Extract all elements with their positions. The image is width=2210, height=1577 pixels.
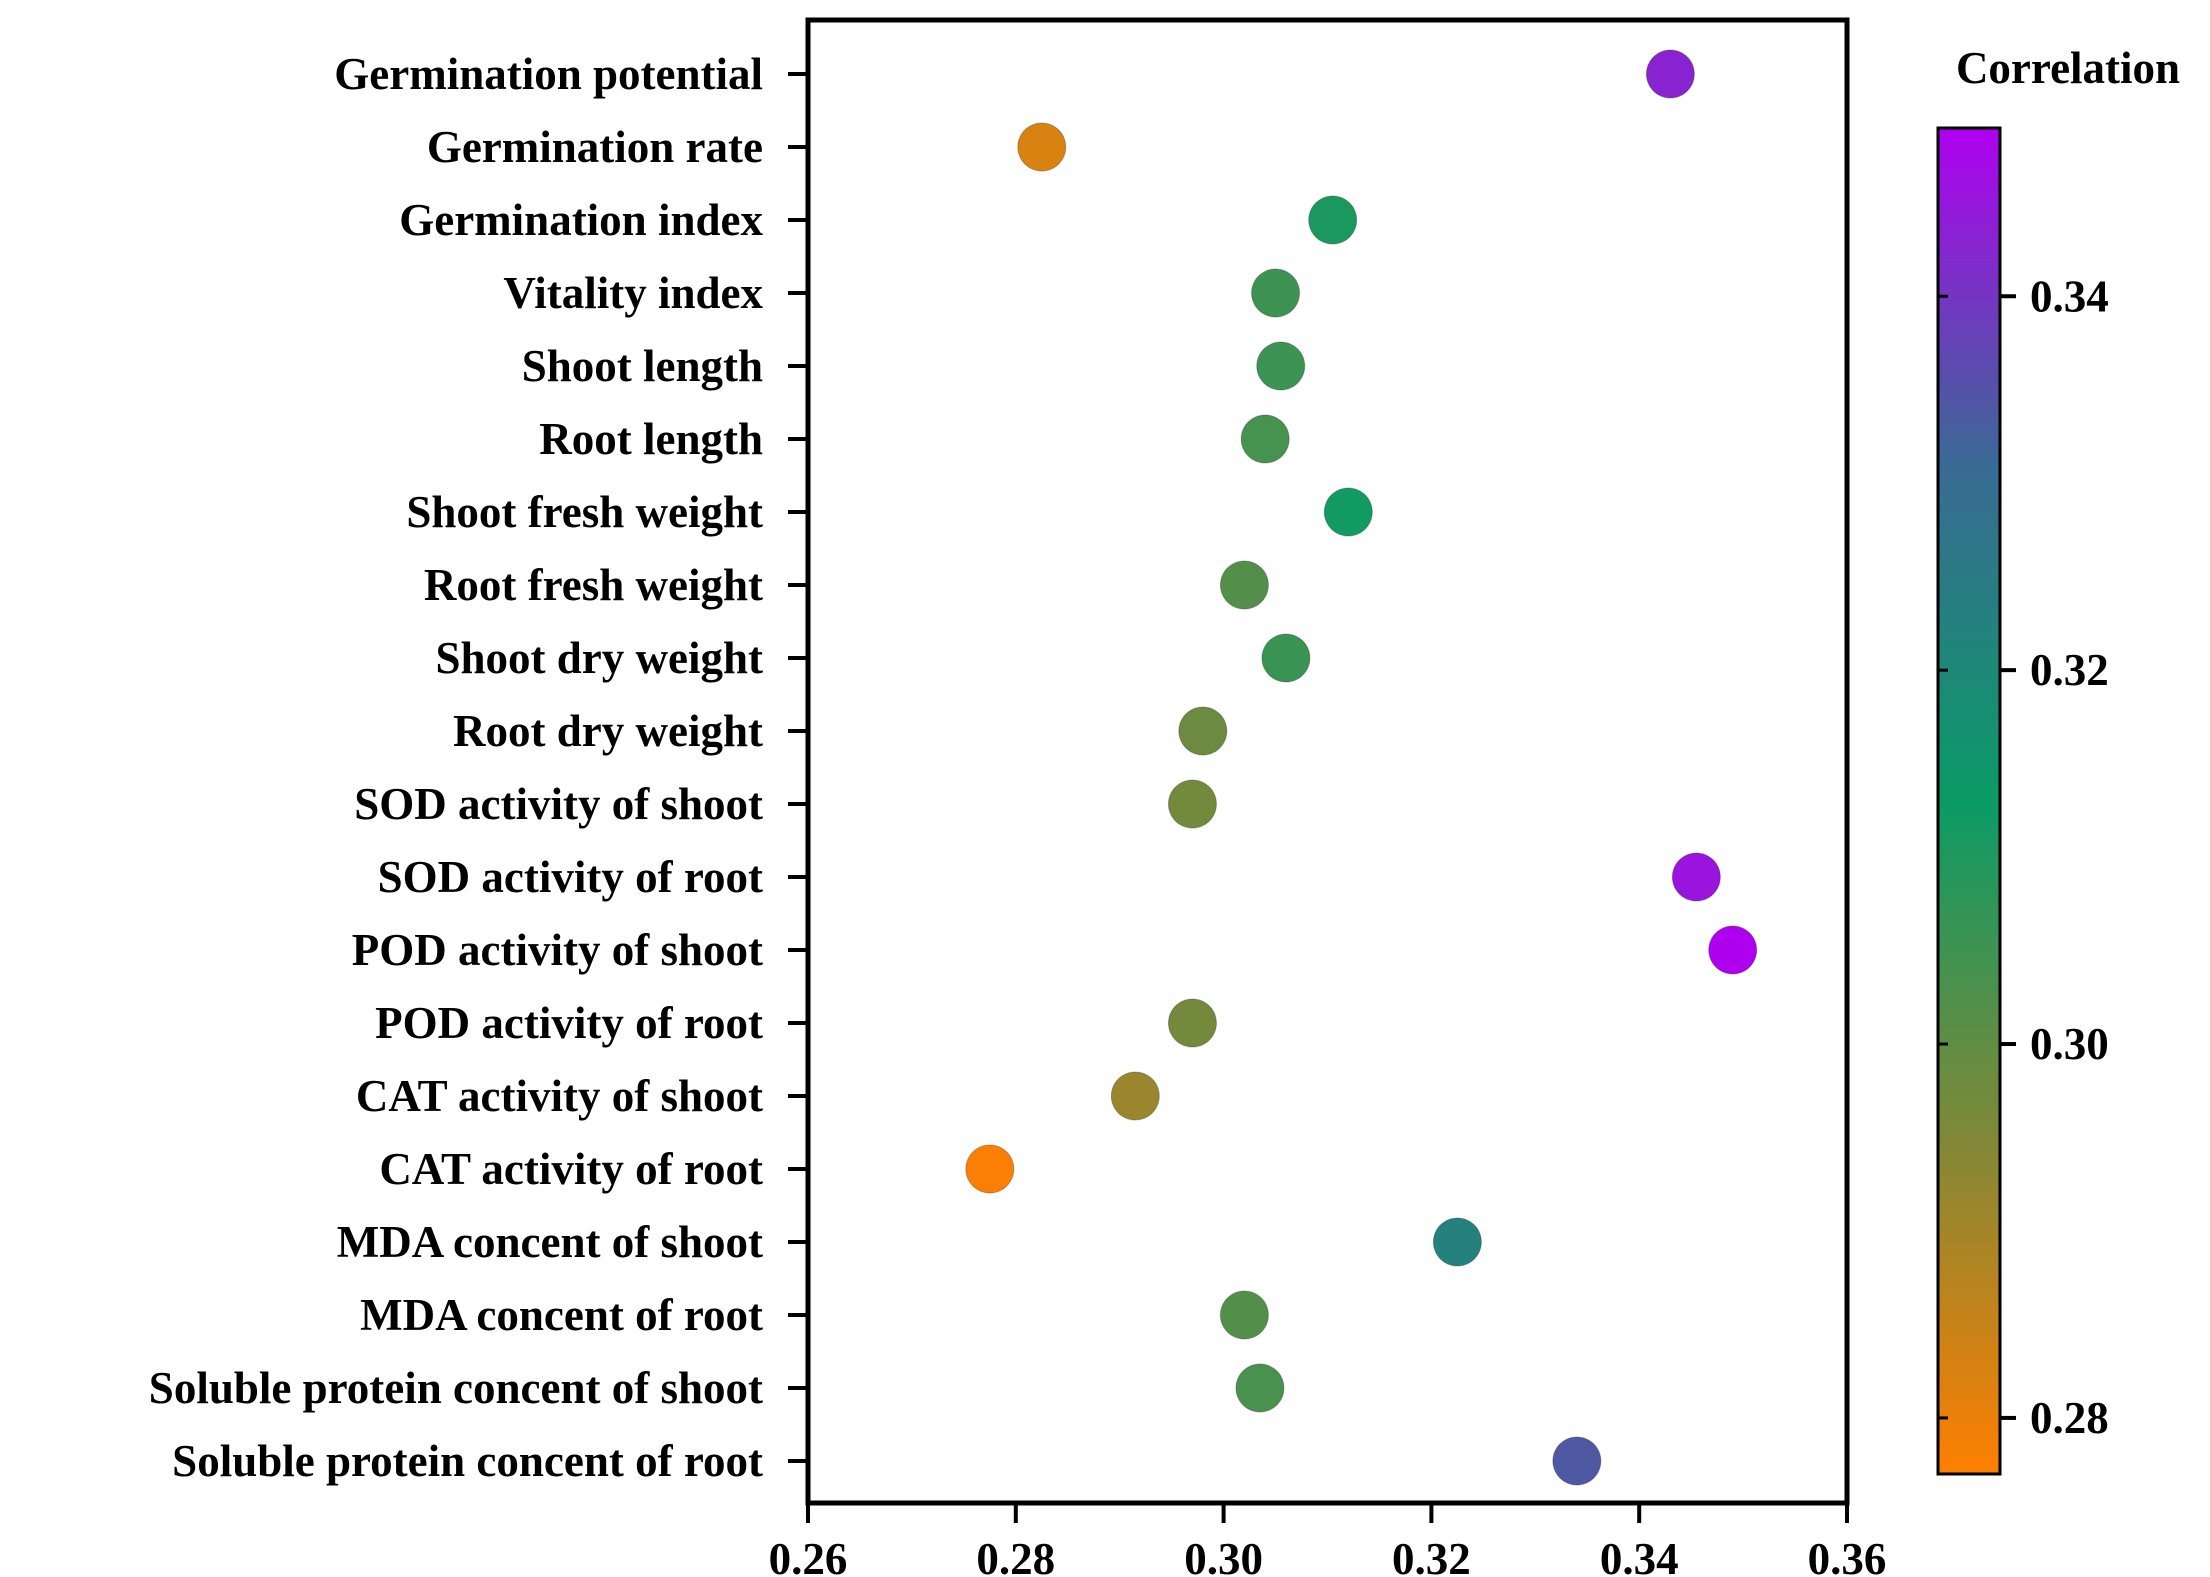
x-tick-label: 0.36 (1808, 1534, 1887, 1577)
data-point-vitality-index (1251, 268, 1301, 318)
category-label-mda-concent-of-root: MDA concent of root (360, 1290, 763, 1340)
colorbar-title: Correlation (1956, 43, 2180, 93)
x-tick-label: 0.28 (976, 1534, 1055, 1577)
colorbar-tick-label: 0.34 (2030, 271, 2109, 321)
x-tick-label: 0.30 (1184, 1534, 1263, 1577)
data-point-mda-concent-of-root (1219, 1290, 1269, 1340)
data-point-soluble-protein-concent-of-shoot (1235, 1363, 1285, 1413)
colorbar-tick-label: 0.28 (2030, 1393, 2109, 1443)
category-label-root-length: Root length (539, 414, 763, 464)
data-point-germination-index (1308, 195, 1358, 245)
category-label-sod-activity-of-root: SOD activity of root (378, 852, 763, 902)
category-label-germination-index: Germination index (399, 195, 763, 245)
category-label-vitality-index: Vitality index (503, 268, 763, 318)
category-label-germination-rate: Germination rate (427, 122, 763, 172)
data-point-shoot-fresh-weight (1323, 487, 1373, 537)
data-point-root-fresh-weight (1219, 560, 1269, 610)
y-axis-ticks (788, 72, 808, 1463)
colorbar-gradient (1936, 126, 2002, 1476)
category-label-soluble-protein-concent-of-root: Soluble protein concent of root (172, 1436, 763, 1486)
data-point-mda-concent-of-shoot (1432, 1217, 1482, 1267)
category-label-shoot-length: Shoot length (522, 341, 763, 391)
category-label-mda-concent-of-shoot: MDA concent of shoot (337, 1217, 763, 1267)
category-label-shoot-fresh-weight: Shoot fresh weight (406, 487, 763, 537)
data-point-pod-activity-of-root (1167, 998, 1217, 1048)
category-label-root-dry-weight: Root dry weight (453, 706, 763, 756)
category-label-cat-activity-of-shoot: CAT activity of shoot (356, 1071, 763, 1121)
category-label-germination-potential: Germination potential (334, 49, 763, 99)
category-label-root-fresh-weight: Root fresh weight (424, 560, 763, 610)
x-tick-label: 0.32 (1392, 1534, 1471, 1577)
colorbar-ticks: 0.28 0.30 0.32 0.34 (1938, 271, 2109, 1443)
data-point-germination-rate (1017, 122, 1067, 172)
data-point-shoot-length (1256, 341, 1306, 391)
data-points (965, 49, 1758, 1486)
colorbar-tick-label: 0.32 (2030, 645, 2109, 695)
category-labels: Germination potential Germination rate Ger… (149, 49, 764, 1486)
colorbar: Correlation 0.28 0.30 0.32 0.34 (1936, 43, 2180, 1476)
data-point-shoot-dry-weight (1261, 633, 1311, 683)
data-point-pod-activity-of-shoot (1708, 925, 1758, 975)
data-point-root-dry-weight (1178, 706, 1228, 756)
x-tick-label: 0.34 (1600, 1534, 1679, 1577)
colorbar-tick-label: 0.30 (2030, 1019, 2109, 1069)
data-point-soluble-protein-concent-of-root (1552, 1436, 1602, 1486)
plot-frame (805, 17, 1850, 1506)
data-point-sod-activity-of-root (1671, 852, 1721, 902)
x-axis-ticks (806, 1503, 1849, 1523)
category-label-cat-activity-of-root: CAT activity of root (379, 1144, 763, 1194)
x-tick-label: 0.26 (769, 1534, 848, 1577)
category-label-pod-activity-of-root: POD activity of root (375, 998, 763, 1048)
category-label-pod-activity-of-shoot: POD activity of shoot (352, 925, 763, 975)
category-label-shoot-dry-weight: Shoot dry weight (435, 633, 763, 683)
x-axis-tick-labels: 0.26 0.28 0.30 0.32 0.34 0.36 (769, 1534, 1887, 1577)
data-point-root-length (1240, 414, 1290, 464)
data-point-sod-activity-of-shoot (1167, 779, 1217, 829)
category-label-sod-activity-of-shoot: SOD activity of shoot (354, 779, 763, 829)
data-point-germination-potential (1645, 49, 1695, 99)
data-point-cat-activity-of-root (965, 1144, 1015, 1194)
data-point-cat-activity-of-shoot (1110, 1071, 1160, 1121)
category-label-soluble-protein-concent-of-shoot: Soluble protein concent of shoot (149, 1363, 763, 1413)
